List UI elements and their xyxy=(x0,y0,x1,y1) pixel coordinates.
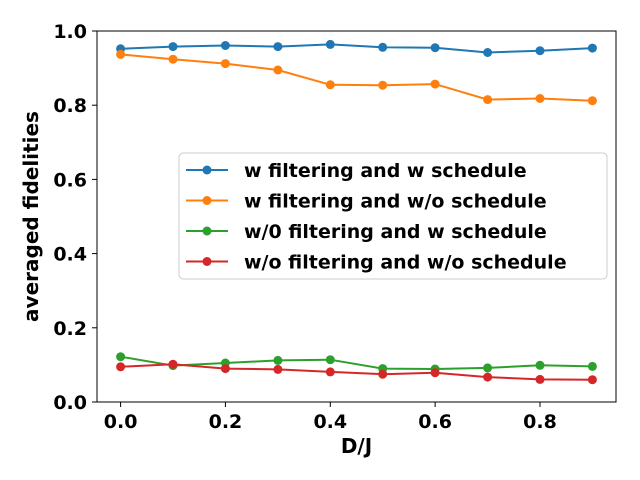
data-point xyxy=(587,96,597,106)
x-axis-label: D/J xyxy=(341,434,372,458)
legend-box xyxy=(178,152,608,280)
y-tick-label: 0.6 xyxy=(53,169,87,191)
data-point xyxy=(325,367,335,377)
data-point xyxy=(378,42,388,52)
data-point xyxy=(325,355,335,365)
data-point xyxy=(273,364,283,374)
data-point xyxy=(273,65,283,75)
series-3 xyxy=(116,352,597,374)
data-point xyxy=(430,79,440,89)
x-axis: 0.0 0.2 0.4 0.6 0.8 xyxy=(104,402,557,433)
y-axis-label: averaged fidelities xyxy=(19,111,43,322)
legend-marker xyxy=(202,257,212,266)
series-layer xyxy=(116,39,597,385)
data-point xyxy=(430,368,440,378)
series-line-3 xyxy=(120,355,593,371)
y-tick-label: 1.0 xyxy=(53,21,87,43)
data-point xyxy=(378,80,388,90)
data-point xyxy=(325,39,335,49)
legend-item-2: w filtering and w/o schedule xyxy=(186,191,547,213)
data-point xyxy=(168,359,178,369)
legend-label: w/0 filtering and w schedule xyxy=(244,221,547,243)
data-point xyxy=(116,49,126,59)
data-point xyxy=(168,54,178,64)
data-point xyxy=(587,43,597,53)
data-point xyxy=(587,375,597,385)
data-point xyxy=(168,42,178,52)
plot-frame xyxy=(96,30,617,403)
series-line-4 xyxy=(120,363,593,381)
series-line-1 xyxy=(120,43,593,54)
legend-item-3: w/0 filtering and w schedule xyxy=(186,221,547,243)
data-point xyxy=(430,43,440,53)
legend-label: w filtering and w schedule xyxy=(244,160,527,182)
data-point xyxy=(116,362,126,372)
y-tick-label: 0.8 xyxy=(53,95,87,117)
data-point xyxy=(535,360,545,370)
data-point xyxy=(273,42,283,52)
legend-item-4: w/o filtering and w/o schedule xyxy=(186,252,567,274)
data-point xyxy=(483,363,493,373)
x-tick-label: 0.4 xyxy=(313,411,347,433)
y-tick-label: 0.4 xyxy=(53,244,87,266)
x-tick-label: 0.2 xyxy=(209,411,243,433)
data-point xyxy=(535,374,545,384)
series-1 xyxy=(116,39,597,57)
data-point xyxy=(220,41,230,50)
data-point xyxy=(483,372,493,382)
data-point xyxy=(587,361,597,371)
legend-marker xyxy=(202,196,212,205)
legend-item-1: w filtering and w schedule xyxy=(186,160,527,182)
x-tick-label: 0.8 xyxy=(523,411,557,433)
data-point xyxy=(273,355,283,365)
legend-label: w/o filtering and w/o schedule xyxy=(244,252,567,274)
y-tick-label: 0.2 xyxy=(53,318,87,340)
data-point xyxy=(535,46,545,56)
series-line-2 xyxy=(120,53,593,102)
data-point xyxy=(116,352,126,362)
x-tick-label: 0.0 xyxy=(104,411,138,433)
legend: w filtering and w schedule w filtering an… xyxy=(178,152,608,280)
legend-label: w filtering and w/o schedule xyxy=(244,191,547,213)
data-point xyxy=(535,94,545,103)
legend-marker xyxy=(202,226,212,236)
y-axis: 0.0 0.2 0.4 0.6 0.8 1.0 xyxy=(53,21,97,414)
series-4 xyxy=(116,359,597,385)
data-point xyxy=(483,48,493,57)
data-point xyxy=(220,59,230,69)
y-tick-label: 0.0 xyxy=(53,392,87,414)
data-point xyxy=(325,80,335,90)
x-tick-label: 0.6 xyxy=(418,411,452,433)
data-point xyxy=(378,369,388,379)
data-point xyxy=(220,364,230,374)
data-point xyxy=(483,95,493,105)
series-2 xyxy=(116,49,597,106)
legend-marker xyxy=(202,165,212,175)
